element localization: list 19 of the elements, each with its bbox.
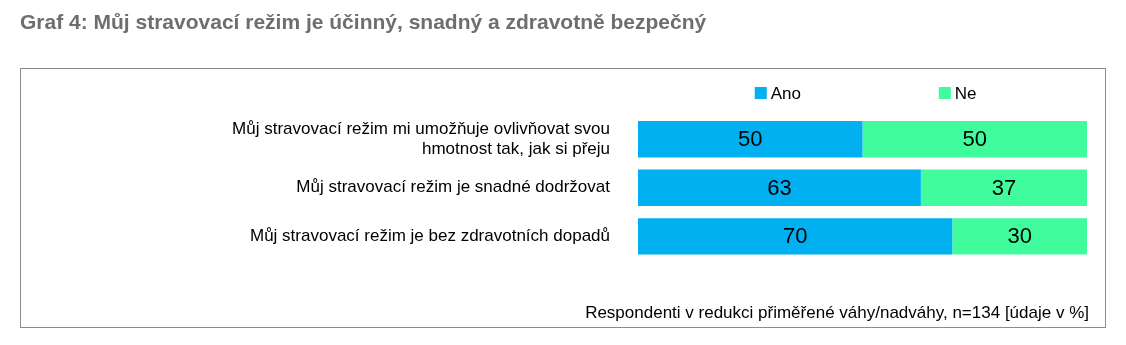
y-tick-label: Můj stravovací režim mi umožňuje ovlivňovat svou hmotnost tak, jak si přeju — [232, 118, 610, 159]
data-label: 50 — [962, 126, 987, 152]
data-label: 37 — [991, 174, 1017, 200]
bar — [638, 169, 921, 206]
data-label: 63 — [767, 174, 792, 200]
y-tick-label: Můj stravovací režim je bez zdravotních dopadů — [249, 226, 610, 246]
bar — [920, 169, 1087, 206]
text: Graf 4: Můj stravovací režim je účinný, snadný a zdravotně bezpečný — [20, 10, 707, 34]
text: Respondenti v redukci přiměřené váhy/nadváhy, n=134 [údaje v %] — [585, 303, 1089, 323]
legend-label: Ne — [954, 83, 977, 103]
legend-label: Ano — [770, 83, 801, 103]
bar — [638, 121, 863, 158]
bar — [862, 121, 1087, 158]
bar — [952, 218, 1087, 255]
y-tick-label: Můj stravovací režim je snadné dodržovat — [296, 177, 611, 197]
data-label: 50 — [738, 126, 763, 152]
data-label: 30 — [1007, 223, 1032, 249]
bar — [638, 218, 953, 255]
data-label: 70 — [782, 223, 808, 249]
